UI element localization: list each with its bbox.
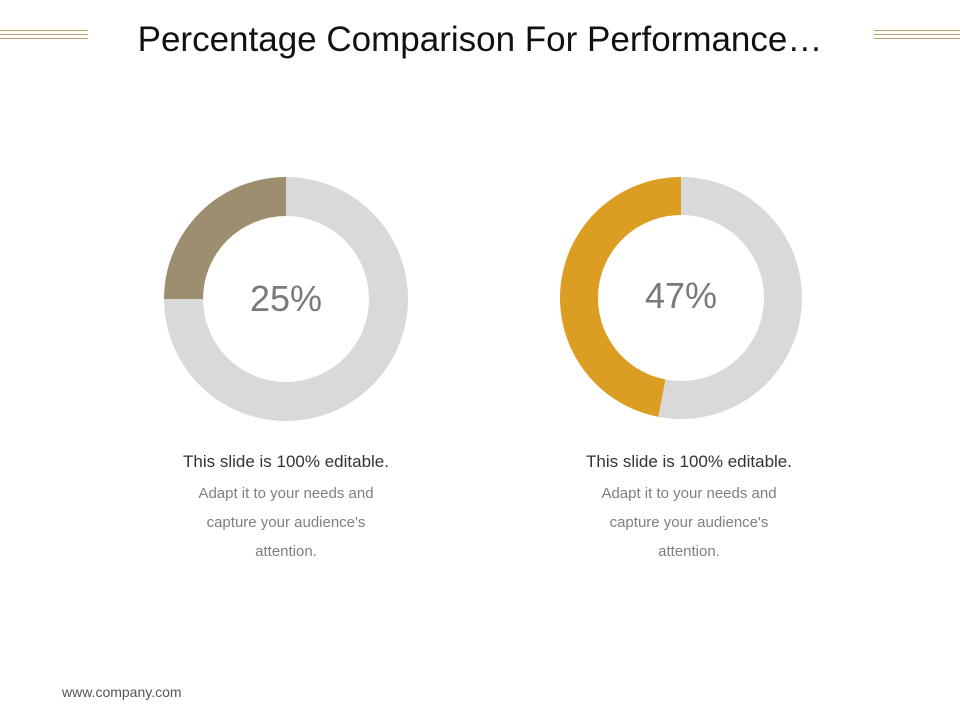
decoration-line bbox=[0, 38, 88, 39]
caption-1: This slide is 100% editable. Adapt it to… bbox=[136, 451, 436, 566]
donut-center-label: 25% bbox=[250, 278, 322, 319]
donut-remainder-slice bbox=[164, 177, 408, 421]
caption-2: This slide is 100% editable. Adapt it to… bbox=[539, 451, 839, 566]
decoration-line bbox=[874, 30, 960, 31]
donut-value-slice bbox=[560, 177, 681, 417]
donut-value-slice bbox=[164, 177, 286, 299]
donut-remainder-slice bbox=[658, 177, 802, 419]
title-decoration-left bbox=[0, 30, 88, 40]
decoration-line bbox=[874, 38, 960, 39]
caption-body: Adapt it to your needs and capture your … bbox=[601, 485, 777, 560]
footer-url: www.company.com bbox=[62, 684, 182, 700]
donut-center-label: 47% bbox=[645, 275, 717, 316]
title-decoration-right bbox=[874, 30, 960, 40]
donut-chart-2: 47% bbox=[560, 177, 802, 419]
caption-heading: This slide is 100% editable. bbox=[182, 452, 389, 471]
donut-chart-1: 25% bbox=[164, 177, 408, 421]
caption-body: Adapt it to your needs and capture your … bbox=[198, 485, 374, 560]
decoration-line bbox=[0, 34, 88, 35]
caption-heading: This slide is 100% editable. bbox=[585, 452, 792, 471]
decoration-line bbox=[874, 34, 960, 35]
decoration-line bbox=[0, 30, 88, 31]
